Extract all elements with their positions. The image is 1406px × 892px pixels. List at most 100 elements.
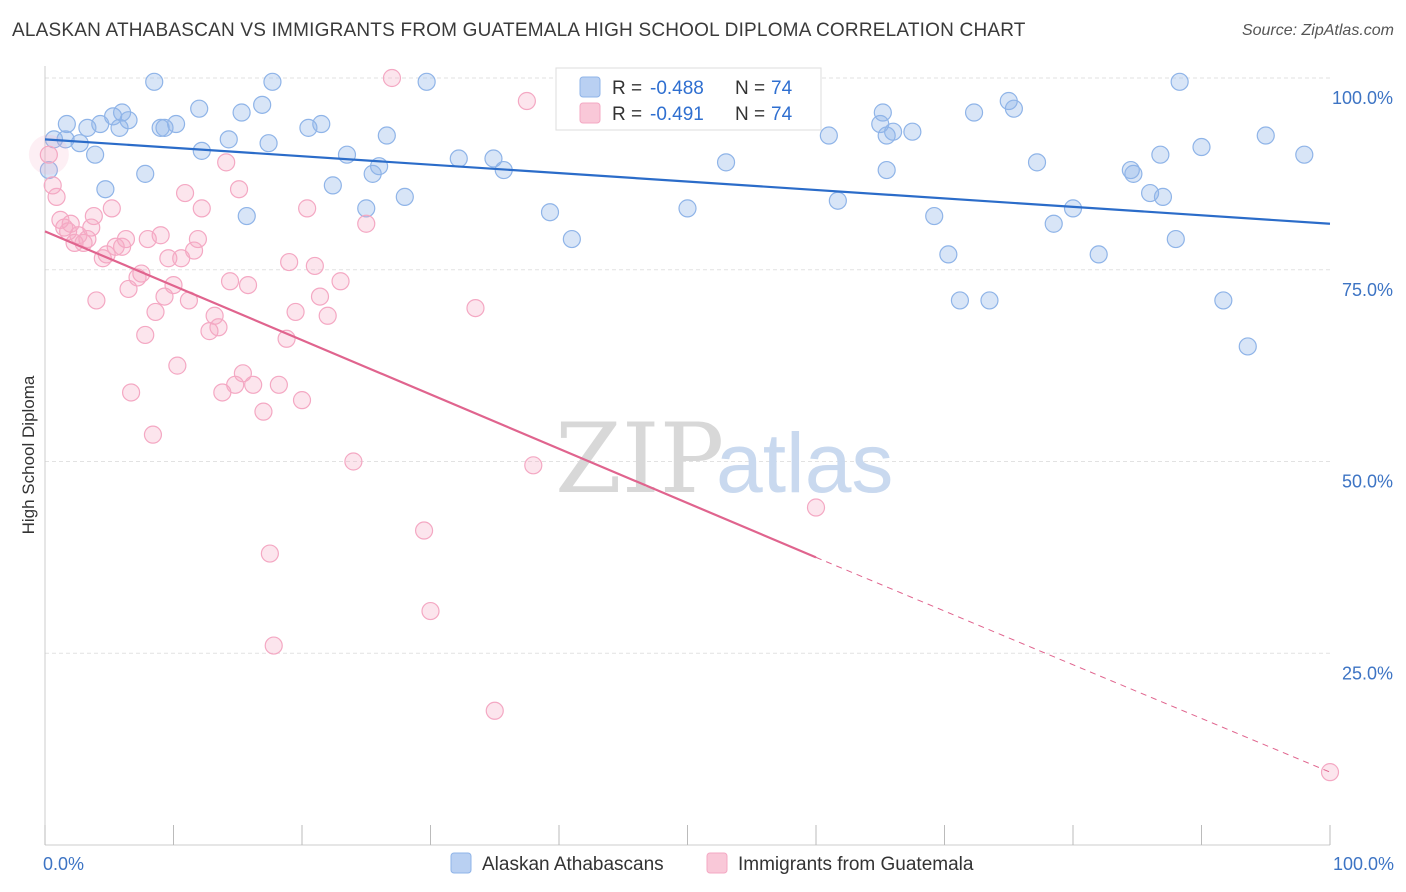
- legend-r-label-1: R =: [612, 78, 642, 99]
- point-alaskan-athabascan: [819, 126, 838, 145]
- point-guatemala: [136, 325, 155, 345]
- point-guatemala: [146, 302, 165, 322]
- point-alaskan-athabascan: [484, 149, 503, 168]
- chart-title: ALASKAN ATHABASCAN VS IMMIGRANTS FROM GU…: [12, 20, 1026, 41]
- point-alaskan-athabascan: [96, 180, 115, 199]
- point-alaskan-athabascan: [883, 122, 903, 141]
- point-guatemala: [84, 206, 103, 226]
- legend-r-value-1: -0.488: [650, 78, 704, 99]
- watermark-zip: ZIP: [555, 403, 724, 515]
- point-alaskan-athabascan: [232, 103, 251, 122]
- point-guatemala: [298, 199, 317, 218]
- point-guatemala: [151, 226, 170, 245]
- point-alaskan-athabascan: [237, 206, 256, 226]
- trend-line-guatemala: [44, 230, 817, 559]
- point-alaskan-athabascan: [449, 149, 468, 168]
- point-guatemala: [269, 375, 288, 394]
- point-guatemala: [217, 153, 236, 172]
- bottom-legend-label-blue: Alaskan Athabascans: [482, 854, 664, 875]
- point-alaskan-athabascan: [263, 72, 282, 91]
- point-cluster-guatemala: [28, 134, 69, 175]
- point-alaskan-athabascan: [1153, 187, 1173, 206]
- point-guatemala: [233, 364, 252, 383]
- point-alaskan-athabascan: [1044, 214, 1063, 233]
- legend-box: R = -0.488 N = 74 R = -0.491 N = 74: [555, 67, 822, 131]
- point-alaskan-athabascan: [1238, 337, 1257, 356]
- legend-swatch-blue: [579, 76, 601, 98]
- legend-n-label-1: N =: [735, 78, 765, 99]
- point-guatemala: [143, 425, 163, 444]
- point-guatemala: [209, 318, 228, 337]
- point-alaskan-athabascan: [395, 187, 414, 206]
- point-alaskan-athabascan: [104, 107, 123, 126]
- point-alaskan-athabascan: [1214, 291, 1233, 310]
- point-guatemala: [82, 218, 101, 237]
- point-alaskan-athabascan: [377, 126, 396, 145]
- point-alaskan-athabascan: [219, 130, 238, 149]
- point-alaskan-athabascan: [828, 191, 847, 210]
- y-tick-label: 75.0%: [1342, 280, 1393, 300]
- point-guatemala: [524, 456, 543, 475]
- point-alaskan-athabascan: [1004, 99, 1023, 118]
- point-alaskan-athabascan: [980, 291, 999, 310]
- point-guatemala: [106, 237, 125, 256]
- point-guatemala: [175, 183, 195, 203]
- point-alaskan-athabascan: [1170, 72, 1189, 91]
- point-alaskan-athabascan: [323, 176, 342, 195]
- point-alaskan-athabascan: [562, 229, 581, 249]
- point-alaskan-athabascan: [1151, 145, 1170, 164]
- point-alaskan-athabascan: [259, 134, 278, 153]
- point-alaskan-athabascan: [950, 291, 970, 310]
- point-alaskan-athabascan: [151, 118, 170, 137]
- legend-n-value-1: 74: [771, 78, 793, 99]
- trend-line-alaskan-athabascans: [44, 138, 1331, 225]
- point-guatemala: [485, 701, 504, 720]
- watermark-atlas: atlas: [716, 416, 893, 510]
- point-alaskan-athabascan: [190, 99, 209, 118]
- point-alaskan-athabascan: [312, 114, 331, 134]
- point-alaskan-athabascan: [70, 134, 89, 153]
- point-alaskan-athabascan: [119, 111, 138, 130]
- trend-lines: [44, 138, 1331, 773]
- point-guatemala: [357, 214, 376, 233]
- watermark: ZIP atlas: [555, 403, 893, 515]
- point-guatemala: [292, 391, 312, 410]
- point-alaskan-athabascan: [1027, 153, 1047, 172]
- point-alaskan-athabascan: [1256, 126, 1275, 145]
- point-alaskan-athabascan: [1192, 137, 1211, 157]
- point-alaskan-athabascan: [716, 153, 736, 172]
- legend-r-value-2: -0.491: [650, 104, 704, 125]
- point-alaskan-athabascan: [145, 72, 164, 91]
- point-alaskan-athabascan: [540, 203, 560, 222]
- point-alaskan-athabascan: [877, 160, 896, 180]
- point-alaskan-athabascan: [57, 114, 76, 134]
- series-immigrants-guatemala: [28, 68, 1340, 782]
- bottom-legend-swatch-pink: [706, 852, 728, 874]
- axes: 25.0% 50.0% 75.0% 100.0% 0.0% 100.0%: [43, 66, 1394, 874]
- point-alaskan-athabascan: [155, 118, 174, 137]
- point-guatemala: [87, 291, 106, 310]
- y-tick-label: 50.0%: [1342, 472, 1393, 492]
- point-alaskan-athabascan: [903, 122, 922, 141]
- point-alaskan-athabascan: [166, 114, 186, 134]
- point-guatemala: [78, 229, 97, 249]
- point-alaskan-athabascan: [86, 145, 105, 164]
- point-guatemala: [47, 187, 66, 206]
- point-guatemala: [116, 229, 136, 249]
- point-guatemala: [188, 229, 208, 249]
- y-tick-label: 25.0%: [1342, 663, 1393, 683]
- point-alaskan-athabascan: [39, 160, 58, 180]
- point-guatemala: [121, 383, 141, 402]
- y-axis-label: High School Diploma: [19, 375, 38, 534]
- point-guatemala: [280, 252, 299, 272]
- legend-r-label-2: R =: [612, 104, 642, 125]
- point-guatemala: [184, 241, 204, 260]
- point-guatemala: [39, 145, 58, 164]
- legend-swatch-pink: [579, 102, 601, 124]
- bottom-legend-label-pink: Immigrants from Guatemala: [738, 854, 974, 875]
- point-guatemala: [159, 249, 178, 268]
- point-alaskan-athabascan: [678, 199, 697, 218]
- point-alaskan-athabascan: [925, 206, 944, 226]
- trend-line-guatemala-extrapolated: [815, 556, 1331, 773]
- point-guatemala: [102, 199, 121, 218]
